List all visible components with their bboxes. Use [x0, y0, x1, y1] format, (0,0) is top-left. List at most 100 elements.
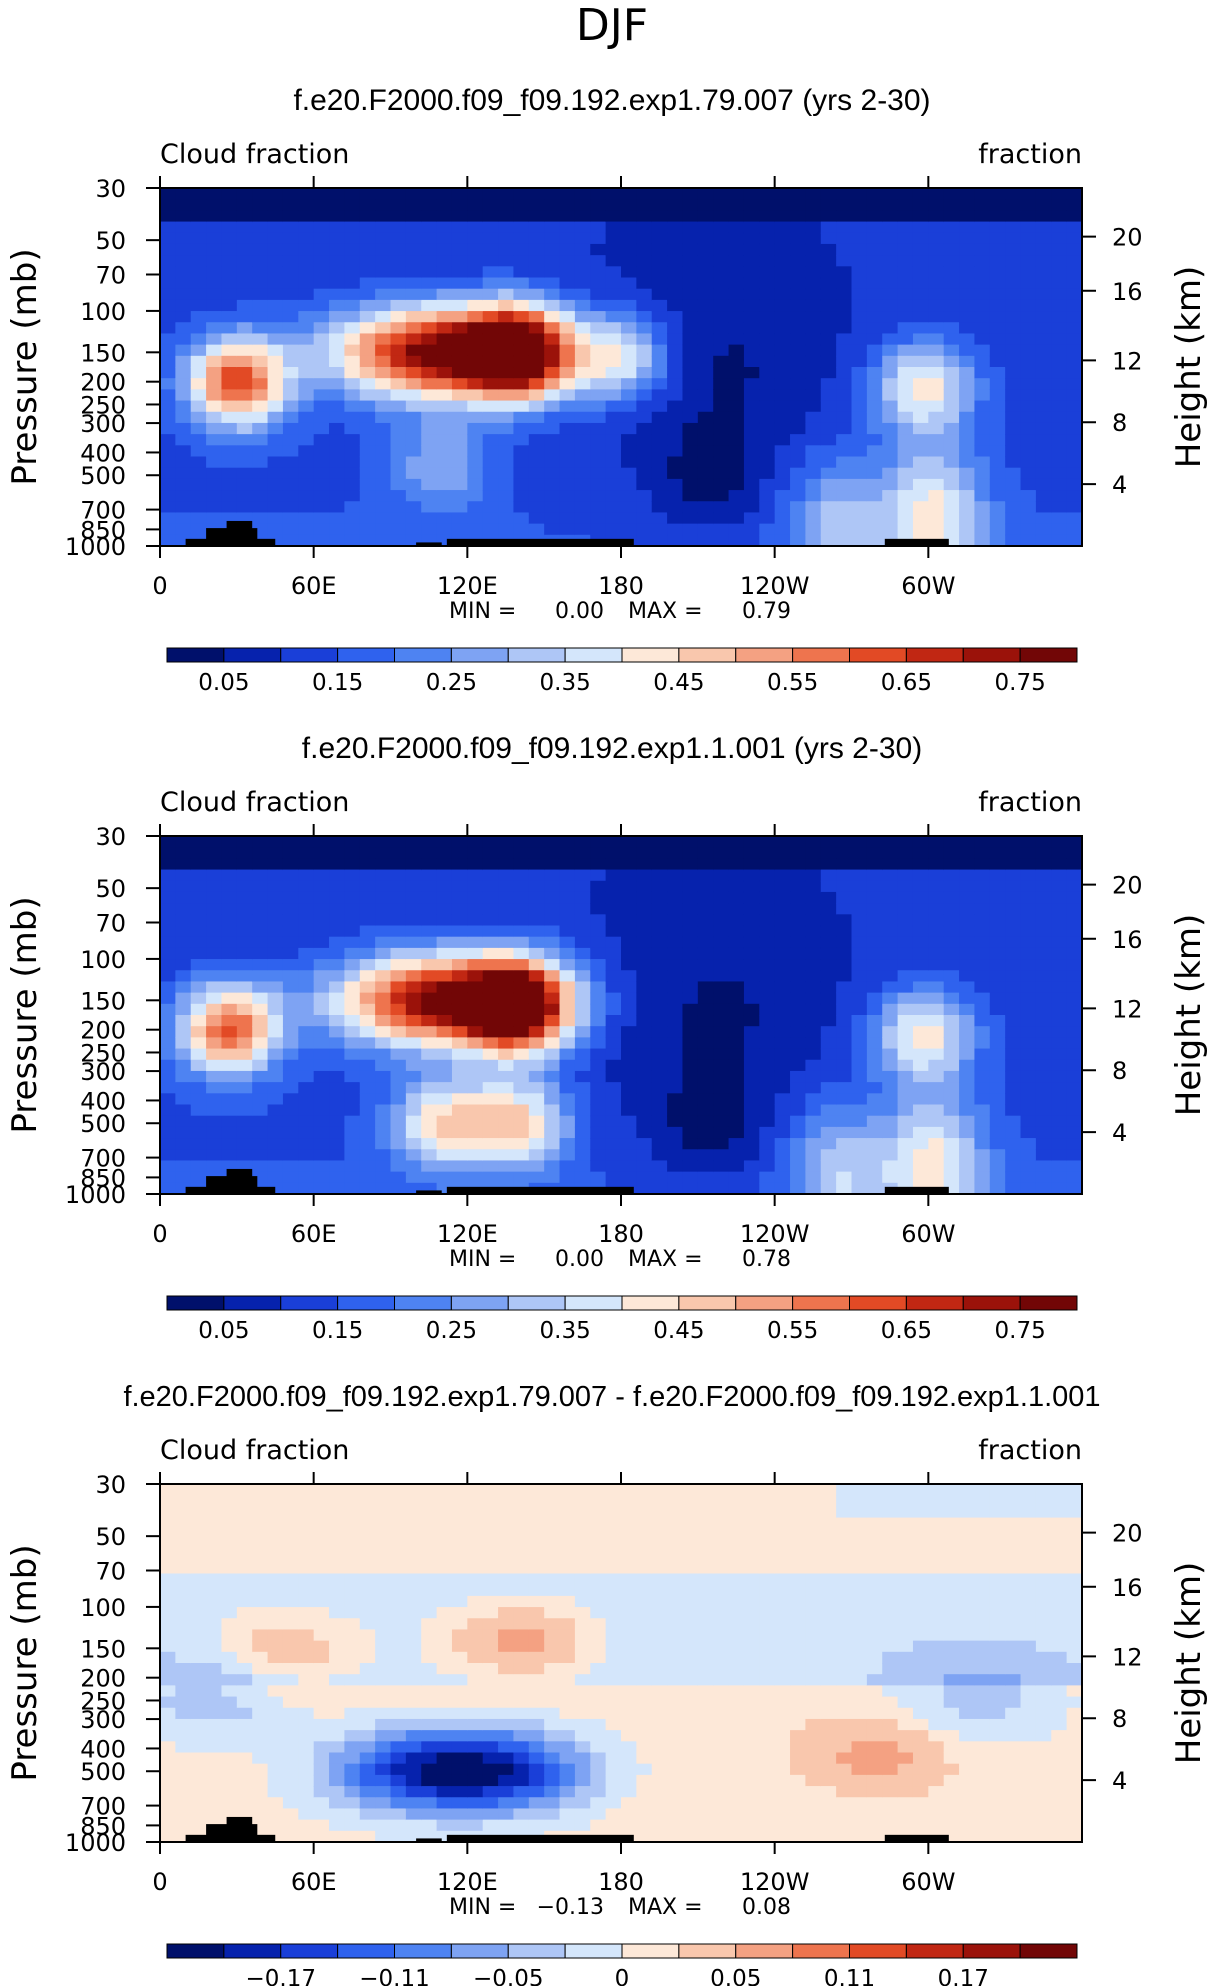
heatmap-cell — [405, 1651, 422, 1664]
heatmap-cell — [928, 1115, 945, 1128]
heatmap-cell — [759, 311, 776, 323]
chart-title: f.e20.F2000.f09_f09.192.exp1.1.001 (yrs … — [302, 732, 922, 765]
heatmap-cell — [513, 355, 530, 368]
heatmap-cell — [605, 1048, 622, 1061]
heatmap-cell — [513, 1528, 530, 1541]
heatmap-cell — [912, 1082, 929, 1094]
heatmap-cell — [928, 1037, 945, 1050]
heatmap-cell — [421, 1696, 438, 1709]
heatmap-cell — [390, 411, 407, 424]
heatmap-cell — [836, 311, 853, 323]
heatmap-cell — [836, 1149, 853, 1162]
heatmap-cell — [344, 836, 361, 848]
heatmap-cell — [405, 1093, 422, 1106]
heatmap-cell — [851, 322, 868, 335]
heatmap-cell — [528, 1082, 545, 1094]
heatmap-cell — [574, 959, 591, 971]
heatmap-cell — [728, 1104, 745, 1117]
heatmap-cell — [851, 266, 868, 279]
heatmap-cell — [451, 512, 468, 525]
heatmap-cell — [282, 1048, 299, 1061]
heatmap-cell — [175, 422, 192, 435]
heatmap-cell — [451, 1104, 468, 1117]
heatmap-cell — [1066, 389, 1083, 402]
heatmap-cell — [375, 1696, 392, 1709]
heatmap-cell — [651, 367, 668, 379]
heatmap-cell — [236, 959, 253, 971]
heatmap-cell — [590, 947, 607, 960]
heatmap-cell — [375, 1640, 392, 1653]
heatmap-cell — [359, 523, 376, 536]
heatmap-cell — [943, 199, 960, 211]
heatmap-cell — [498, 389, 515, 402]
heatmap-cell — [498, 1797, 515, 1810]
heatmap-cell — [528, 1618, 545, 1631]
heatmap-cell — [175, 1082, 192, 1094]
heatmap-cell — [390, 445, 407, 458]
heatmap-cell — [1051, 1126, 1068, 1139]
topography-mask — [416, 542, 442, 546]
heatmap-cell — [498, 869, 515, 882]
right-corner-label: fraction — [978, 787, 1082, 818]
heatmap-cell — [974, 523, 991, 536]
heatmap-cell — [298, 1595, 315, 1608]
heatmap-cell — [759, 1037, 776, 1050]
heatmap-cell — [513, 344, 530, 357]
colorbar-swatch — [507, 647, 566, 663]
heatmap-cell — [359, 1506, 376, 1519]
heatmap-cell — [943, 1126, 960, 1139]
heatmap-cell — [851, 1015, 868, 1027]
heatmap-cell — [559, 1584, 576, 1597]
heatmap-cell — [574, 1741, 591, 1754]
heatmap-cell — [1020, 478, 1037, 491]
heatmap-cell — [1005, 903, 1022, 915]
heatmap-cell — [252, 1070, 269, 1083]
heatmap-cell — [851, 1026, 868, 1038]
heatmap-cell — [160, 400, 176, 413]
heatmap-cell — [928, 858, 945, 871]
heatmap-cell — [651, 255, 668, 267]
heatmap-cell — [451, 378, 468, 390]
heatmap-cell — [559, 467, 576, 480]
heatmap-cell — [928, 199, 945, 211]
heatmap-cell — [728, 210, 745, 223]
heatmap-cell — [451, 970, 468, 983]
heatmap-cell — [989, 947, 1006, 960]
heatmap-cell — [190, 959, 207, 971]
heatmap-cell — [590, 1160, 607, 1173]
heatmap-cell — [866, 221, 883, 234]
heatmap-cell — [313, 456, 330, 469]
heatmap-cell — [743, 221, 760, 234]
heatmap-cell — [390, 501, 407, 514]
heatmap-cell — [190, 903, 207, 915]
heatmap-cell — [697, 378, 714, 390]
heatmap-cell — [559, 847, 576, 859]
heatmap-cell — [359, 869, 376, 882]
heatmap-cell — [344, 1048, 361, 1061]
heatmap-cell — [375, 1562, 392, 1575]
heatmap-cell — [160, 981, 176, 994]
heatmap-cell — [697, 534, 714, 547]
heatmap-cell — [329, 1797, 345, 1810]
heatmap-cell — [313, 1663, 330, 1675]
heatmap-cell — [298, 959, 315, 971]
heatmap-cell — [1066, 869, 1083, 882]
colorbar-swatch — [962, 1295, 1021, 1311]
heatmap-cell — [190, 232, 207, 245]
heatmap-cell — [236, 1495, 253, 1507]
heatmap-cell — [559, 1138, 576, 1150]
heatmap-cell — [989, 266, 1006, 279]
heatmap-cell — [836, 914, 853, 927]
heatmap-cell — [160, 422, 176, 435]
heatmap-cell — [805, 277, 822, 290]
heatmap-cell — [912, 221, 929, 234]
heatmap-cell — [959, 456, 976, 469]
heatmap-cell — [498, 1674, 515, 1686]
heatmap-cell — [559, 1696, 576, 1709]
heatmap-cell — [175, 322, 192, 335]
heatmap-cell — [743, 210, 760, 223]
heatmap-cell — [790, 936, 806, 949]
heatmap-cell — [436, 1830, 453, 1843]
heatmap-cell — [836, 288, 853, 301]
min-value: 0.00 — [555, 1247, 604, 1272]
